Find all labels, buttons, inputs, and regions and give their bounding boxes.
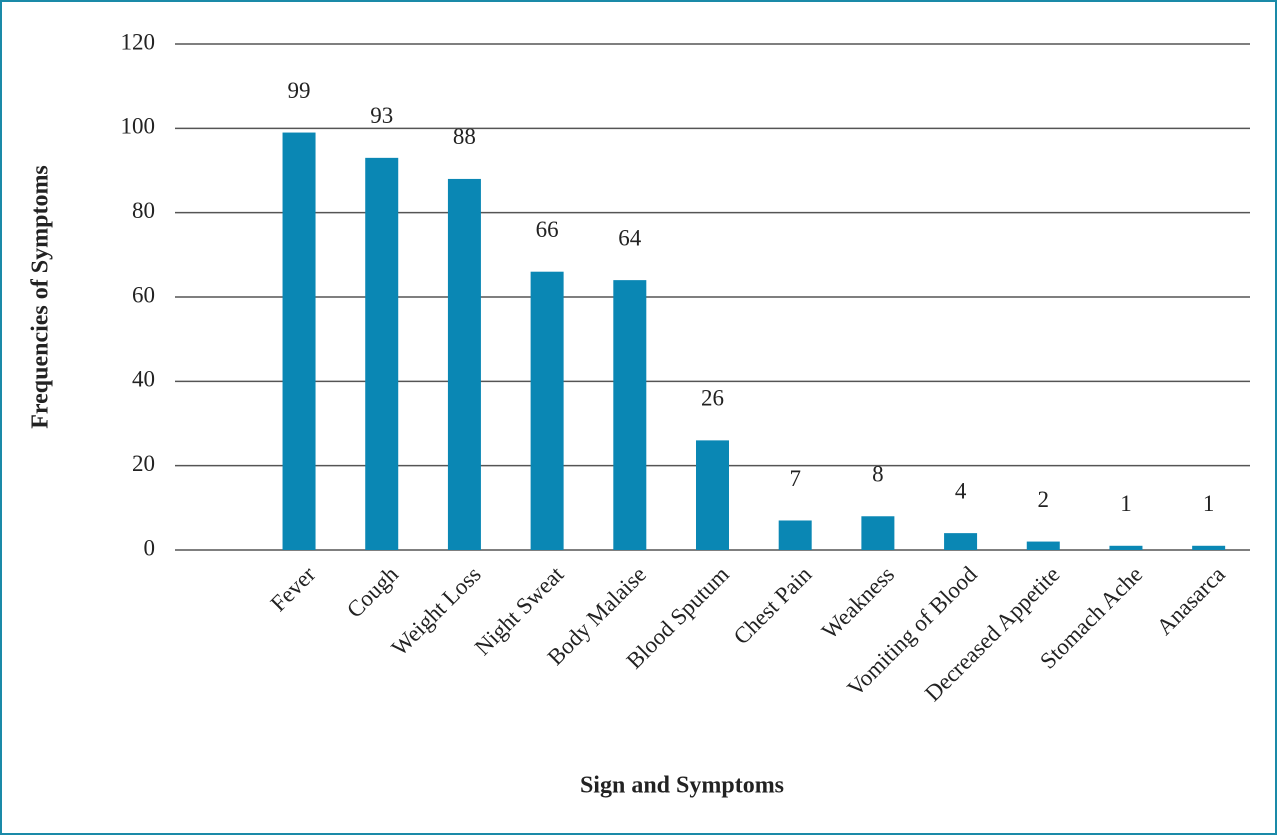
y-tick-label: 0 (144, 535, 156, 560)
y-tick-label: 60 (132, 282, 155, 307)
x-tick-label: Cough (342, 561, 403, 622)
bar (365, 157, 399, 550)
y-tick-label: 100 (121, 114, 156, 139)
x-tick-label: Chest Pain (729, 561, 817, 649)
data-label: 26 (701, 386, 724, 411)
data-label: 64 (618, 225, 642, 250)
data-label: 88 (453, 124, 476, 149)
bar (1192, 545, 1226, 550)
y-tick-label: 80 (132, 198, 155, 223)
data-label: 7 (789, 466, 801, 491)
x-tick-label: Weakness (817, 562, 899, 644)
y-tick-label: 120 (121, 29, 156, 54)
bar (944, 533, 978, 550)
data-label: 8 (872, 462, 884, 487)
bar (530, 271, 564, 550)
x-axis-title: Sign and Symptoms (580, 773, 784, 799)
x-tick-label: Weight Loss (387, 562, 486, 661)
bar (1026, 541, 1060, 550)
bar (613, 280, 647, 550)
data-label: 1 (1203, 491, 1215, 516)
bar (861, 516, 895, 550)
y-tick-label: 40 (132, 367, 155, 392)
x-tick-label: Anasarca (1152, 562, 1230, 640)
data-label: 66 (536, 217, 559, 242)
data-label: 4 (955, 478, 967, 503)
data-label: 1 (1120, 491, 1132, 516)
bar (447, 178, 481, 550)
y-tick-label: 20 (132, 451, 155, 476)
y-axis-title: Frequencies of Symptoms (28, 165, 54, 429)
data-label: 99 (288, 78, 311, 103)
bar (696, 440, 729, 550)
data-label: 2 (1038, 487, 1050, 512)
bar (282, 132, 316, 551)
x-tick-label: Fever (266, 561, 321, 616)
data-label: 93 (370, 103, 393, 128)
bar (778, 520, 812, 550)
bar (1109, 545, 1143, 550)
